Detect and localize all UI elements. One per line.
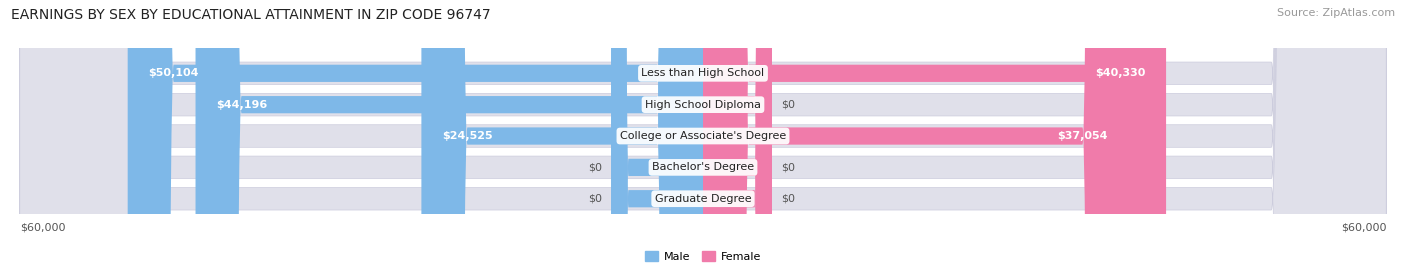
Text: $0: $0	[588, 194, 602, 204]
FancyBboxPatch shape	[703, 0, 1129, 268]
Text: $40,330: $40,330	[1095, 68, 1146, 78]
Text: $0: $0	[782, 100, 794, 110]
FancyBboxPatch shape	[20, 0, 1386, 268]
Legend: Male, Female: Male, Female	[645, 251, 761, 262]
Text: $0: $0	[782, 162, 794, 172]
Text: $0: $0	[782, 194, 794, 204]
FancyBboxPatch shape	[20, 0, 1386, 268]
FancyBboxPatch shape	[20, 0, 1386, 268]
FancyBboxPatch shape	[128, 0, 703, 268]
Text: $44,196: $44,196	[217, 100, 267, 110]
Text: Source: ZipAtlas.com: Source: ZipAtlas.com	[1277, 8, 1395, 18]
FancyBboxPatch shape	[703, 0, 772, 268]
Text: $0: $0	[588, 162, 602, 172]
Text: College or Associate's Degree: College or Associate's Degree	[620, 131, 786, 141]
Text: High School Diploma: High School Diploma	[645, 100, 761, 110]
Text: $60,000: $60,000	[20, 222, 65, 232]
FancyBboxPatch shape	[422, 0, 703, 268]
Text: $24,525: $24,525	[441, 131, 492, 141]
Text: $50,104: $50,104	[149, 68, 198, 78]
FancyBboxPatch shape	[703, 0, 772, 268]
Text: Graduate Degree: Graduate Degree	[655, 194, 751, 204]
Text: $37,054: $37,054	[1057, 131, 1108, 141]
Text: EARNINGS BY SEX BY EDUCATIONAL ATTAINMENT IN ZIP CODE 96747: EARNINGS BY SEX BY EDUCATIONAL ATTAINMEN…	[11, 8, 491, 22]
FancyBboxPatch shape	[20, 0, 1386, 268]
Text: Less than High School: Less than High School	[641, 68, 765, 78]
Text: $60,000: $60,000	[1341, 222, 1386, 232]
FancyBboxPatch shape	[703, 0, 1166, 268]
FancyBboxPatch shape	[703, 0, 772, 268]
FancyBboxPatch shape	[195, 0, 703, 268]
FancyBboxPatch shape	[612, 0, 703, 268]
FancyBboxPatch shape	[612, 0, 703, 268]
FancyBboxPatch shape	[20, 0, 1386, 268]
Text: Bachelor's Degree: Bachelor's Degree	[652, 162, 754, 172]
